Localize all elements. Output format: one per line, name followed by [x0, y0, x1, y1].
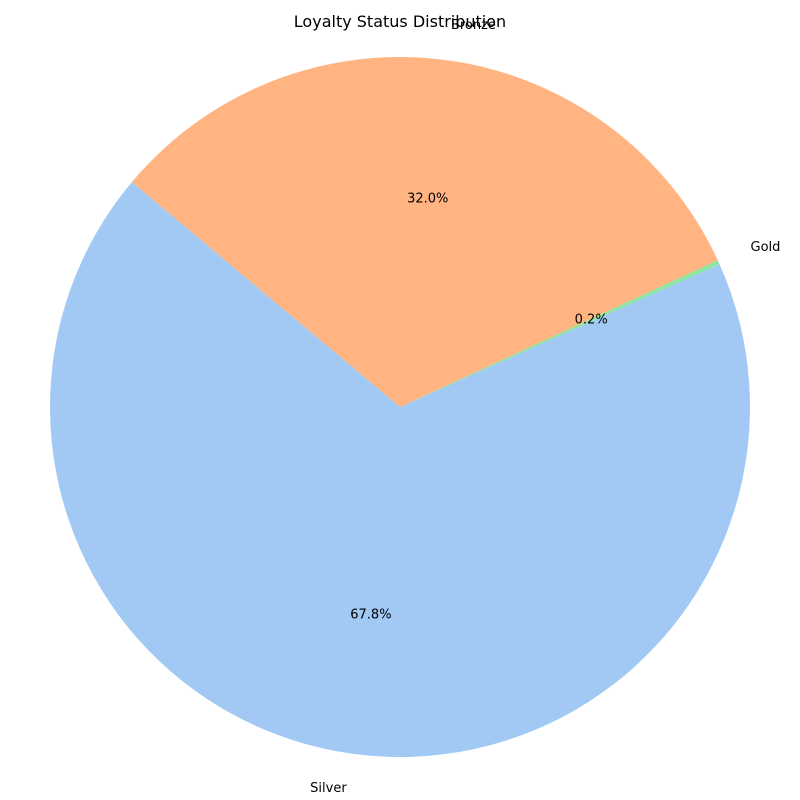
- slice-pct-bronze: 32.0%: [407, 191, 448, 206]
- slices-layer: [49, 56, 750, 757]
- chart-title: Loyalty Status Distribution: [294, 12, 506, 31]
- slice-label-silver: Silver: [310, 781, 347, 796]
- pie-slice-gold: [400, 260, 720, 407]
- pie-slice-silver: [49, 182, 750, 757]
- slice-pct-silver: 67.8%: [350, 607, 391, 622]
- slice-label-gold: Gold: [751, 240, 781, 255]
- pie-slice-bronze: [131, 56, 718, 408]
- labels-layer: Silver 67.8% Gold 0.2% Bronze 32.0%: [310, 18, 780, 796]
- slice-label-bronze: Bronze: [451, 18, 496, 33]
- slice-pct-gold: 0.2%: [575, 313, 608, 328]
